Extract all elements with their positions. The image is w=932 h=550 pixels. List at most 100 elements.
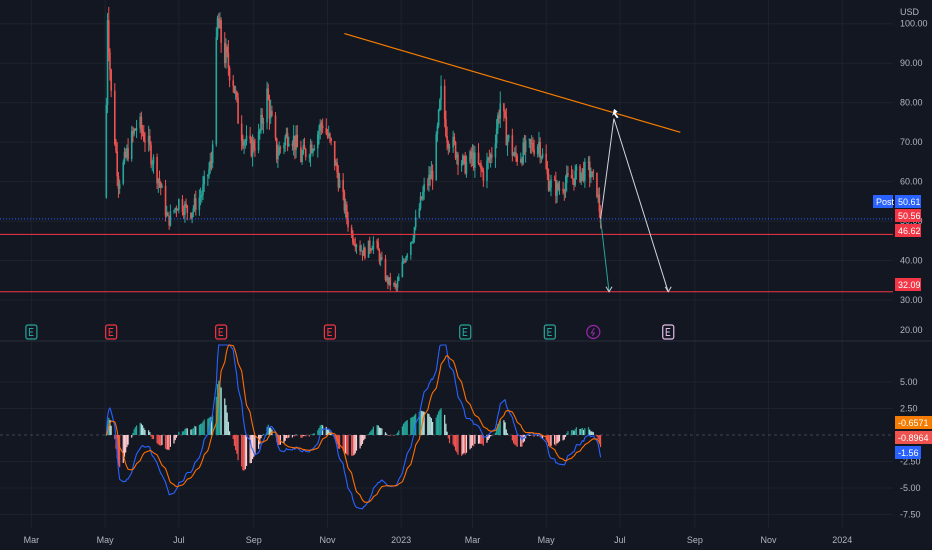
macd-histogram-bar — [235, 435, 237, 451]
earnings-event-icon[interactable] — [25, 324, 38, 340]
level-high-badge: 46.62 — [895, 224, 921, 237]
candle-body — [447, 142, 450, 148]
earnings-event-icon[interactable] — [662, 324, 675, 340]
time-tick-label: May — [97, 535, 115, 545]
candle-body — [397, 276, 400, 281]
candle-body — [428, 174, 430, 185]
macd-histogram-bar — [174, 435, 176, 441]
candle-body — [219, 20, 221, 29]
candle-body — [395, 285, 398, 288]
candle-body — [309, 144, 312, 157]
candle-body — [499, 103, 502, 119]
macd-histogram-bar — [224, 398, 226, 435]
macd-histogram-bar — [243, 435, 245, 471]
macd-histogram-bar — [254, 435, 256, 455]
macd-histogram-bar — [418, 412, 420, 435]
macd-histogram-bar — [403, 423, 405, 435]
time-axis[interactable]: Mar May Jul Sep Nov 2023 Mar May Jul Sep Nov 2024 — [24, 535, 853, 545]
macd-histogram-bar — [260, 435, 262, 439]
time-tick-label: Nov — [319, 535, 336, 545]
candle-body — [495, 128, 498, 144]
candle-body — [573, 178, 575, 186]
split-event-icon[interactable] — [586, 324, 601, 340]
macd-histogram-bar — [456, 435, 458, 453]
currency-label: USD — [900, 7, 920, 17]
candle-body — [267, 88, 270, 100]
macd-histogram-bar — [463, 435, 465, 453]
candle-body — [355, 245, 358, 248]
macd-histogram-bar — [151, 435, 153, 440]
candle-body — [581, 168, 584, 173]
candle-body — [182, 211, 185, 215]
macd-histogram-bar — [300, 435, 302, 438]
projection-arrow-short[interactable] — [600, 218, 610, 292]
macd-histogram-bar — [598, 435, 600, 444]
macd-histogram-bar — [201, 423, 203, 435]
candle-body — [389, 277, 392, 286]
candle-body — [471, 152, 474, 159]
candle-body — [228, 67, 231, 81]
macd-histogram-bar — [487, 435, 489, 441]
candle-body — [570, 174, 573, 179]
candle-body — [547, 174, 550, 191]
candle-body — [498, 115, 500, 119]
macd-histogram-bar — [303, 435, 306, 436]
candle-body — [575, 166, 578, 171]
macd-histogram-bar — [313, 433, 315, 435]
macd-histogram-bar — [596, 435, 598, 437]
macd-histogram-bar — [133, 429, 135, 435]
candle-body — [524, 140, 527, 153]
macd-histogram-bar — [199, 423, 202, 435]
macd-histogram-bar — [139, 422, 141, 435]
macd-histogram-bar — [528, 435, 530, 437]
macd-histogram-bar — [445, 423, 447, 435]
candle-body — [275, 138, 278, 160]
macd-histogram-bar — [262, 433, 265, 435]
macd-histogram-bar — [237, 435, 239, 461]
macd-histogram-bar — [432, 421, 434, 435]
candle-body — [437, 109, 440, 126]
earnings-event-icon[interactable] — [215, 324, 228, 340]
macd-histogram-bar — [394, 434, 396, 436]
macd-histogram-bar — [354, 435, 356, 454]
candle-body — [364, 247, 366, 258]
macd-histogram-bar — [192, 428, 194, 435]
macd-histogram-bar — [355, 435, 358, 451]
candle-body — [243, 141, 245, 146]
signal-line — [105, 344, 602, 503]
candle-body — [132, 131, 134, 134]
candle-body — [317, 134, 319, 149]
candle-body — [571, 178, 574, 180]
earnings-event-icon[interactable] — [459, 324, 472, 340]
earnings-e-glyph — [108, 328, 114, 336]
projection-arrow-long[interactable] — [600, 118, 669, 292]
macd-line-badge: -1.56 — [895, 446, 921, 459]
macd-axis[interactable]: -7.50 -5.00 -2.50 2.50 5.00 20.00 — [900, 325, 923, 519]
candle-body — [497, 115, 499, 129]
event-markers[interactable] — [25, 324, 675, 340]
earnings-e-glyph — [218, 328, 224, 336]
earnings-event-icon[interactable] — [543, 324, 556, 340]
candle-body — [313, 148, 315, 151]
candle-body — [173, 210, 175, 212]
macd-tick-label: -7.50 — [900, 509, 921, 519]
candle-body — [260, 114, 262, 131]
macd-signal-badge: -0.8964 — [895, 431, 932, 444]
macd-histogram-bar — [270, 427, 272, 435]
candle-body — [336, 162, 338, 173]
candle-body — [580, 172, 583, 182]
candle-body — [360, 250, 363, 252]
earnings-event-icon[interactable] — [105, 324, 118, 340]
earnings-event-icon[interactable] — [323, 324, 336, 340]
candle-body — [384, 258, 387, 281]
candle-body — [245, 135, 248, 142]
candle-body — [488, 157, 491, 159]
price-tick-label: 80.00 — [900, 98, 923, 108]
macd-histogram-bar — [515, 435, 517, 446]
candle-body — [335, 162, 337, 166]
trendline[interactable] — [344, 33, 681, 133]
macd-histogram-bar — [226, 412, 228, 435]
candle-body — [446, 135, 448, 143]
macd-histogram-bar — [295, 434, 297, 435]
